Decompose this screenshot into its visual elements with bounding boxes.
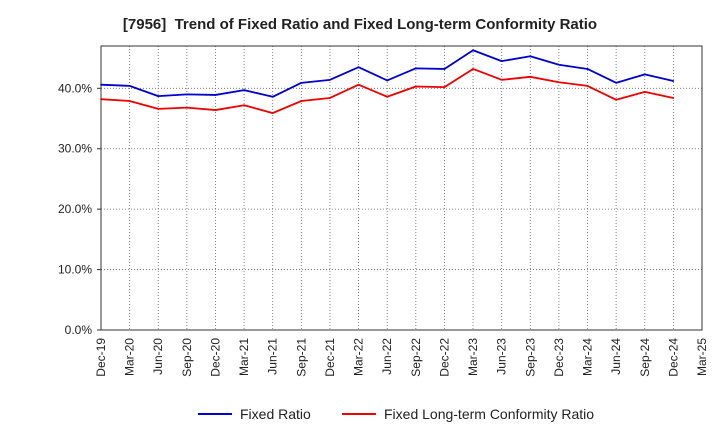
data-point xyxy=(558,63,560,66)
data-point xyxy=(157,95,160,97)
data-point xyxy=(300,100,303,102)
data-point xyxy=(443,68,446,70)
data-point xyxy=(586,85,589,87)
x-tick-label: Dec-22 xyxy=(437,338,451,377)
data-point xyxy=(100,98,102,100)
data-point xyxy=(128,85,131,87)
x-tick-label: Sep-20 xyxy=(180,338,194,377)
data-point xyxy=(100,83,102,86)
x-tick-label: Jun-23 xyxy=(495,338,509,375)
y-tick-label: 30.0% xyxy=(58,142,92,156)
x-tick-label: Sep-22 xyxy=(409,338,423,377)
x-tick-label: Jun-20 xyxy=(151,338,165,375)
y-tick-label: 0.0% xyxy=(65,323,93,337)
legend: Fixed Ratio Fixed Long-term Conformity Ra… xyxy=(198,406,594,422)
data-point xyxy=(672,97,675,99)
y-tick-label: 20.0% xyxy=(58,202,92,216)
x-tick-label: Mar-22 xyxy=(352,338,366,376)
x-axis-tick-labels: Dec-19 Mar-20 Jun-20 Sep-20 Dec-20 Mar-21 Jun-… xyxy=(94,338,709,377)
data-point xyxy=(415,85,417,88)
data-point xyxy=(643,73,646,76)
plot-frame xyxy=(100,45,703,331)
data-point xyxy=(529,76,532,78)
x-tick-label: Jun-22 xyxy=(380,338,394,375)
data-point xyxy=(214,94,217,96)
data-point xyxy=(386,95,388,98)
data-point xyxy=(243,104,245,107)
data-point xyxy=(329,79,331,81)
legend-label-2: Fixed Long-term Conformity Ratio xyxy=(384,406,594,422)
x-tick-label: Dec-20 xyxy=(208,338,222,377)
x-tick-label: Jun-24 xyxy=(609,338,623,375)
x-tick-label: Sep-23 xyxy=(523,338,537,377)
data-point xyxy=(329,97,331,99)
data-point xyxy=(357,83,360,86)
axes xyxy=(97,45,703,331)
data-point xyxy=(615,98,617,101)
x-tick-label: Mar-20 xyxy=(123,338,137,376)
data-point xyxy=(586,68,589,70)
grid-lines xyxy=(101,46,702,330)
data-point xyxy=(558,81,560,84)
data-point xyxy=(500,60,503,62)
data-point xyxy=(643,91,646,93)
x-tick-label: Mar-24 xyxy=(581,338,595,376)
chart-title: [7956] Trend of Fixed Ratio and Fixed Lo… xyxy=(122,16,598,33)
data-point xyxy=(186,106,188,109)
data-point xyxy=(472,68,474,70)
y-tick-label: 40.0% xyxy=(58,81,92,95)
data-point xyxy=(443,86,446,88)
data-point xyxy=(386,79,388,82)
data-point xyxy=(672,80,675,82)
data-point xyxy=(271,95,274,98)
x-tick-label: Dec-21 xyxy=(323,338,337,377)
data-point xyxy=(271,112,274,114)
data-point xyxy=(157,108,160,110)
data-point xyxy=(472,49,474,52)
data-point xyxy=(128,100,131,102)
x-tick-label: Mar-21 xyxy=(237,338,251,376)
data-point xyxy=(186,93,188,96)
x-tick-label: Dec-24 xyxy=(666,338,680,377)
series-lines xyxy=(100,49,675,114)
x-tick-label: Jun-21 xyxy=(266,338,280,375)
y-tick-label: 10.0% xyxy=(58,263,92,277)
x-tick-label: Mar-23 xyxy=(466,338,480,376)
x-tick-label: Dec-19 xyxy=(94,338,108,377)
data-point xyxy=(415,67,417,70)
y-axis-tick-labels: 0.0% 10.0% 20.0% 30.0% 40.0% xyxy=(58,81,92,337)
data-point xyxy=(243,89,245,91)
data-point xyxy=(214,109,217,111)
data-point xyxy=(357,66,360,68)
x-tick-label: Sep-24 xyxy=(638,338,652,377)
x-tick-label: Dec-23 xyxy=(552,338,566,377)
x-tick-label: Sep-21 xyxy=(294,338,308,377)
data-point xyxy=(500,79,503,81)
x-tick-label: Mar-25 xyxy=(695,338,709,376)
data-point xyxy=(615,82,617,84)
data-point xyxy=(529,55,532,58)
data-point xyxy=(300,82,303,84)
legend-label-1: Fixed Ratio xyxy=(240,406,311,422)
